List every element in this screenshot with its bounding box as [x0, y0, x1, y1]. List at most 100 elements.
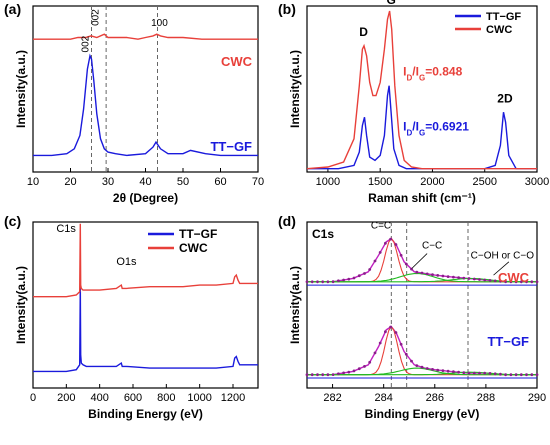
data-point [530, 373, 534, 377]
x-tick-label: 3000 [525, 176, 549, 188]
data-point [373, 259, 377, 263]
fit-component-2 [307, 277, 537, 283]
data-point [399, 253, 403, 257]
data-point [452, 275, 455, 279]
legend-label: TT−GF [179, 227, 217, 241]
data-point [431, 273, 434, 277]
fit-component-5 [307, 371, 537, 376]
data-point [337, 372, 340, 376]
data-point [525, 373, 528, 377]
x-tick-label: 286 [426, 392, 444, 404]
series-line-0 [33, 285, 258, 373]
data-point [472, 371, 476, 375]
panel-label-a: (a) [4, 1, 21, 17]
data-point [493, 279, 497, 283]
data-point [462, 371, 466, 375]
data-point [347, 277, 351, 281]
data-point [305, 280, 309, 284]
label-cwc: CWC [498, 270, 530, 285]
data-point [457, 276, 460, 279]
x-tick-label: 70 [252, 176, 264, 188]
y-axis-label: Intensity(a.u.) [288, 50, 302, 128]
data-point [394, 243, 398, 246]
data-point [452, 370, 455, 374]
data-point [425, 367, 429, 370]
data-point [352, 369, 356, 373]
data-point [389, 237, 392, 241]
x-tick-label: 200 [57, 392, 75, 404]
data-point [373, 351, 377, 355]
data-point [499, 279, 502, 283]
data-point [499, 372, 502, 376]
data-point [384, 330, 387, 334]
data-point [357, 274, 361, 278]
data-point [363, 365, 366, 368]
ratio-cwc: ID/IG=0.848 [403, 65, 462, 83]
x-axis-label: Binding Energy (eV) [88, 407, 203, 421]
x-axis-label: Raman shift (cm⁻¹) [368, 191, 476, 205]
peak-label-d: D [359, 25, 368, 39]
x-tick-label: 1200 [221, 392, 245, 404]
data-point [431, 368, 434, 371]
data-point [326, 280, 330, 284]
data-point [436, 368, 440, 372]
component-label-coh: C−OH or C−O [471, 251, 535, 262]
legend-label: TT−GF [486, 11, 521, 23]
data-point [530, 280, 534, 284]
data-point [378, 341, 382, 345]
data-point [519, 373, 523, 377]
x-tick-label: 284 [374, 392, 392, 404]
data-point [399, 342, 403, 346]
data-point [368, 360, 372, 364]
data-point [483, 278, 487, 282]
data-point [404, 352, 408, 356]
x-tick-label: 400 [90, 392, 108, 404]
data-point [310, 373, 314, 377]
data-point [483, 371, 487, 375]
x-tick-label: 600 [124, 392, 142, 404]
series-line-0 [307, 85, 537, 170]
y-axis-label: Intensity(a.u.) [14, 50, 28, 128]
peak-label-g: G [386, 0, 395, 7]
data-point [378, 251, 382, 254]
ratio-tt-gf: ID/IG=0.6921 [403, 120, 469, 138]
panel-c: 0 200 400 600 800 1000 1200 Binding Energy (eV)… [14, 221, 259, 421]
data-point [478, 278, 481, 281]
component-label-cc1: C=C [371, 221, 391, 232]
x-tick-label: 60 [214, 176, 226, 188]
panel-d: 282 284 286 288 290 Binding Energy (eV) Intens… [288, 221, 546, 421]
data-point [514, 373, 518, 377]
plot-frame [306, 221, 538, 389]
data-point [519, 280, 523, 284]
data-point [535, 280, 539, 284]
data-point [331, 373, 335, 376]
x-tick-label: 288 [477, 392, 495, 404]
panel-b: 1000 1500 2000 2500 3000 Raman shift (cm⁻¹) In… [288, 0, 549, 205]
x-tick-label: 282 [323, 392, 341, 404]
series-line-1 [33, 53, 258, 157]
label-tt-gf: TT−GF [210, 139, 252, 154]
x-tick-label: 50 [177, 176, 189, 188]
x-tick-label: 290 [528, 392, 546, 404]
x-axis-label: 2θ (Degree) [113, 191, 178, 205]
data-point [410, 359, 413, 363]
data-point [404, 262, 408, 266]
x-tick-label: 2500 [472, 176, 496, 188]
data-point [425, 272, 429, 276]
data-point [368, 268, 372, 271]
data-point [478, 371, 481, 375]
data-point [321, 280, 325, 284]
data-point [352, 276, 356, 280]
arrow-coh [493, 261, 510, 276]
y-axis-label: Intensity(a.u.) [288, 266, 302, 344]
data-point [394, 331, 398, 334]
x-tick-label: 1000 [316, 176, 340, 188]
legend-label: CWC [486, 24, 512, 36]
data-point [441, 369, 445, 372]
component-label-cc2: C−C [422, 241, 442, 252]
series-line-1 [306, 10, 537, 170]
data-point [420, 365, 424, 369]
data-point [420, 271, 424, 275]
data-point [493, 372, 497, 376]
